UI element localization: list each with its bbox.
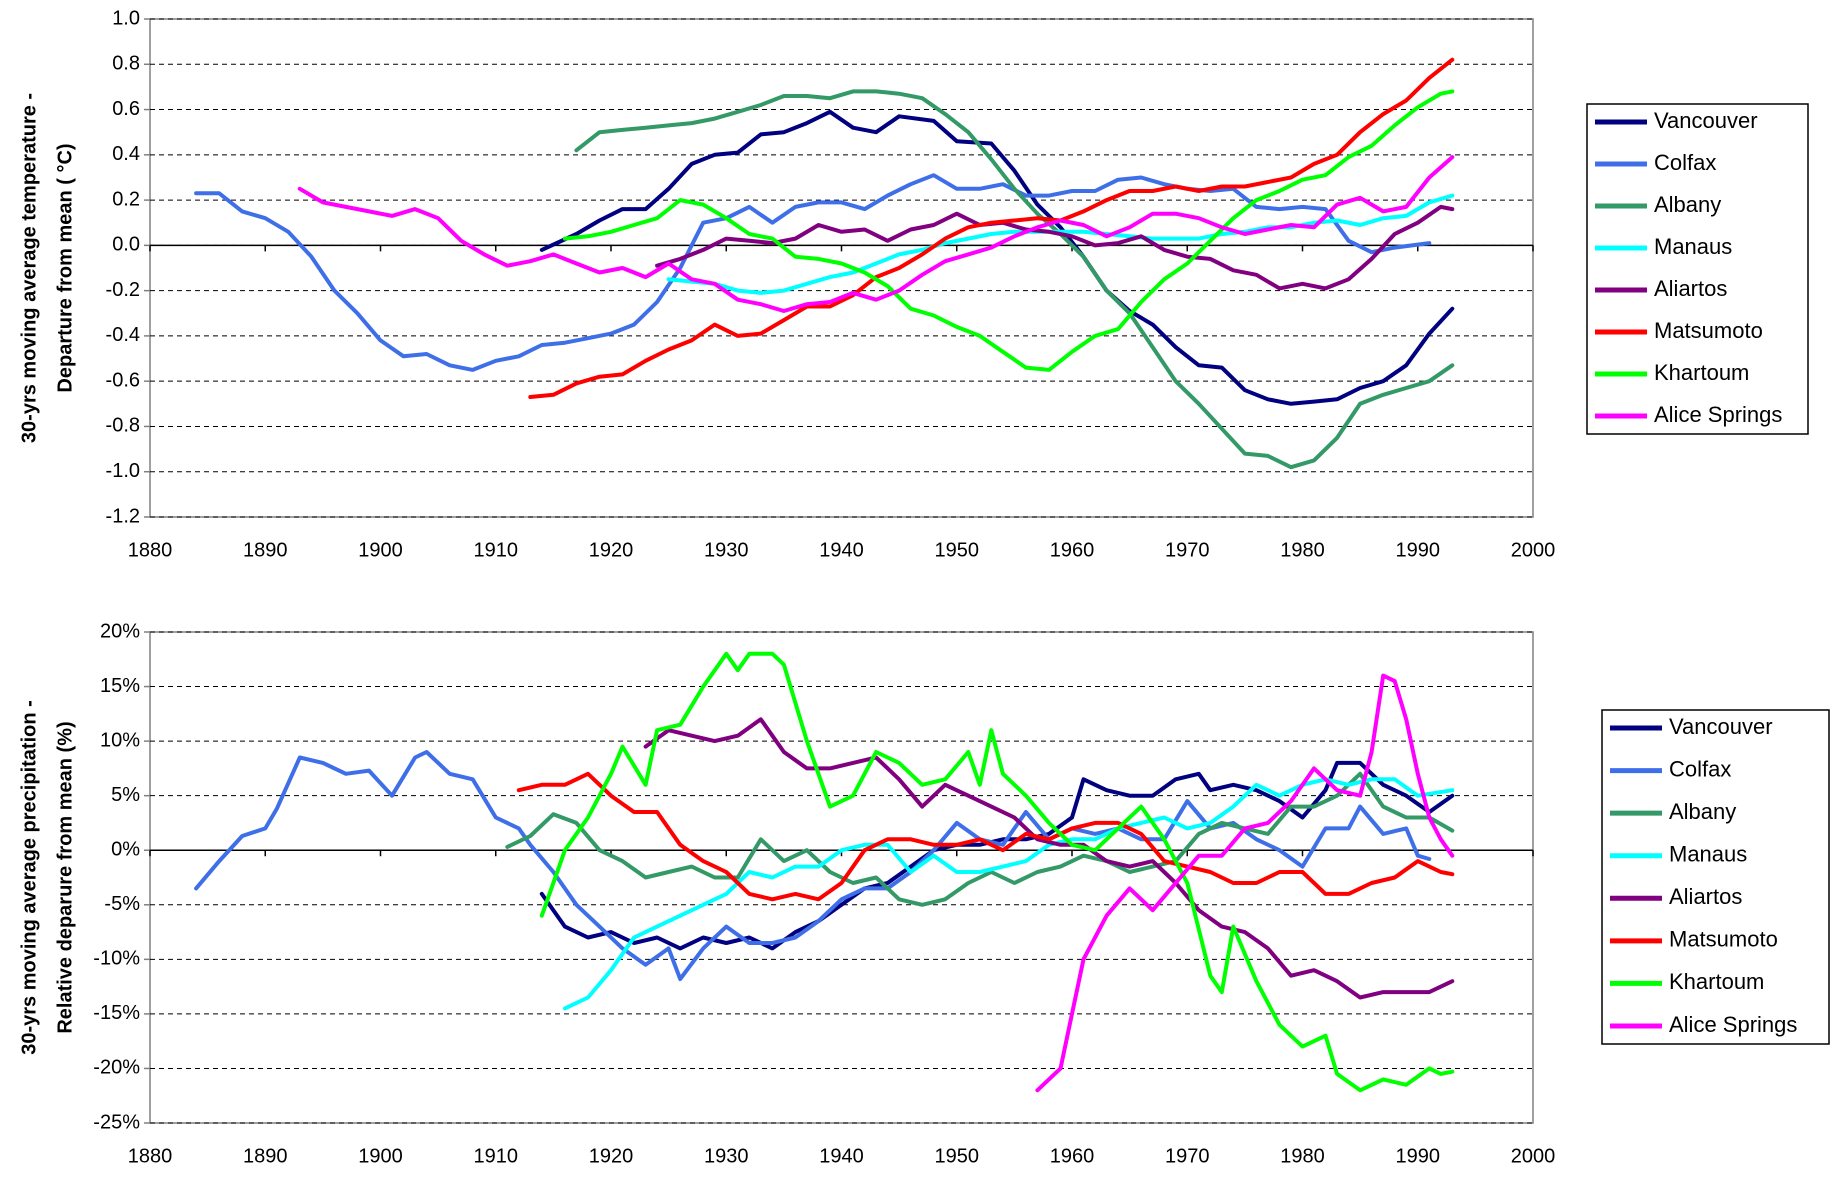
y-axis-label: Relative deparure from mean (%): [54, 721, 76, 1033]
legend-label: Khartoum: [1669, 969, 1764, 994]
legend-label: Colfax: [1669, 756, 1731, 781]
plot-frame: [149, 18, 1534, 518]
x-tick-label: 1970: [1165, 1145, 1210, 1167]
series-line: [539, 651, 1455, 1093]
series-line: [666, 193, 1455, 295]
x-tick-label: 1890: [243, 539, 288, 561]
legend-label: Albany: [1654, 192, 1721, 217]
y-tick-label: 10%: [100, 729, 140, 751]
legend-label: Vancouver: [1669, 714, 1773, 739]
chart: 1.0 0.8 0.6 0.4 0.2 0.0 -0.2 -0.4 -0.6 -0.8 -1.0 -1…: [18, 7, 1809, 561]
series-line: [643, 717, 1455, 1000]
x-tick-label: 1970: [1165, 539, 1210, 561]
legend-label: Vancouver: [1654, 108, 1758, 133]
x-tick-label: 1980: [1280, 539, 1325, 561]
y-tick-label: 20%: [100, 620, 140, 642]
legend: Vancouver Colfax Albany Manaus Aliartos Matsu…: [1601, 709, 1830, 1045]
series-line: [516, 771, 1455, 902]
y-tick-label: -0.2: [106, 279, 140, 301]
y-tick-label: 0.8: [112, 53, 140, 75]
legend-label: Manaus: [1669, 842, 1747, 867]
legend-box: [1601, 709, 1830, 1045]
legend: Vancouver Colfax Albany Manaus Aliartos Matsu…: [1586, 103, 1809, 435]
x-tick-label: 1930: [704, 539, 749, 561]
x-tick-label: 1910: [474, 1145, 519, 1167]
legend-label: Alice Springs: [1669, 1012, 1797, 1037]
series-line: [539, 760, 1455, 951]
x-tick-label: 1960: [1050, 539, 1095, 561]
series-line: [505, 771, 1455, 907]
y-tick-label: 0.0: [112, 234, 140, 256]
series-line: [562, 777, 1455, 1011]
legend-label: Manaus: [1654, 234, 1732, 259]
x-tick-label: 1960: [1050, 1145, 1095, 1167]
x-tick-label: 1920: [589, 1145, 634, 1167]
legend-box: [1586, 103, 1809, 435]
y-tick-label: 0%: [111, 839, 140, 861]
y-tick-label: -1.2: [106, 505, 140, 527]
x-tick-label: 1880: [128, 1145, 173, 1167]
x-tick-label: 1950: [935, 1145, 980, 1167]
y-tick-label: -0.6: [106, 369, 140, 391]
legend-label: Matsumoto: [1669, 927, 1778, 952]
x-tick-label: 1930: [704, 1145, 749, 1167]
x-tick-label: 1920: [589, 539, 634, 561]
x-tick-label: 1940: [819, 539, 864, 561]
x-tick-label: 1910: [474, 539, 519, 561]
x-tick-label: 1880: [128, 539, 173, 561]
y-tick-label: 15%: [100, 675, 140, 697]
y-tick-label: -15%: [93, 1002, 140, 1024]
legend-label: Aliartos: [1669, 884, 1742, 909]
x-tick-label: 1990: [1396, 539, 1441, 561]
x-tick-label: 1900: [358, 1145, 403, 1167]
y-tick-label: 0.6: [112, 98, 140, 120]
y-axis-label: 30-yrs moving average temperature -: [18, 93, 40, 443]
y-tick-label: -5%: [104, 893, 140, 915]
series-line: [528, 57, 1455, 399]
series-line: [539, 109, 1455, 406]
y-tick-label: -0.8: [106, 415, 140, 437]
legend-label: Alice Springs: [1654, 402, 1782, 427]
legend-label: Albany: [1669, 799, 1736, 824]
y-tick-label: 0.4: [112, 143, 140, 165]
legend-label: Matsumoto: [1654, 318, 1763, 343]
y-axis-label: Departure from mean ( °C): [54, 143, 76, 392]
legend-label: Colfax: [1654, 150, 1716, 175]
x-tick-label: 2000: [1511, 1145, 1556, 1167]
x-tick-label: 1950: [935, 539, 980, 561]
x-tick-label: 1980: [1280, 1145, 1325, 1167]
legend-label: Aliartos: [1654, 276, 1727, 301]
series-line: [297, 155, 1455, 313]
y-tick-label: 1.0: [112, 7, 140, 29]
x-tick-label: 1990: [1396, 1145, 1441, 1167]
y-tick-label: 5%: [111, 784, 140, 806]
y-axis-label: 30-yrs moving average precipitation -: [18, 700, 40, 1055]
y-tick-label: -1.0: [106, 460, 140, 482]
y-tick-label: -0.4: [106, 324, 140, 346]
x-tick-label: 1940: [819, 1145, 864, 1167]
y-tick-label: -20%: [93, 1057, 140, 1079]
x-tick-label: 1900: [358, 539, 403, 561]
series-line: [1035, 673, 1455, 1093]
y-tick-label: 0.2: [112, 188, 140, 210]
plot-frame: [149, 631, 1534, 1124]
x-tick-label: 1890: [243, 1145, 288, 1167]
x-tick-label: 2000: [1511, 539, 1556, 561]
series-line: [562, 89, 1455, 372]
chart: 20% 15% 10% 5% 0% -5% -10% -15% -20% -25% 1880 1890…: [18, 620, 1830, 1167]
y-tick-label: -25%: [93, 1111, 140, 1133]
series-line: [655, 204, 1455, 291]
legend-label: Khartoum: [1654, 360, 1749, 385]
y-tick-label: -10%: [93, 948, 140, 970]
series-line: [574, 89, 1455, 470]
series-line: [194, 173, 1432, 372]
